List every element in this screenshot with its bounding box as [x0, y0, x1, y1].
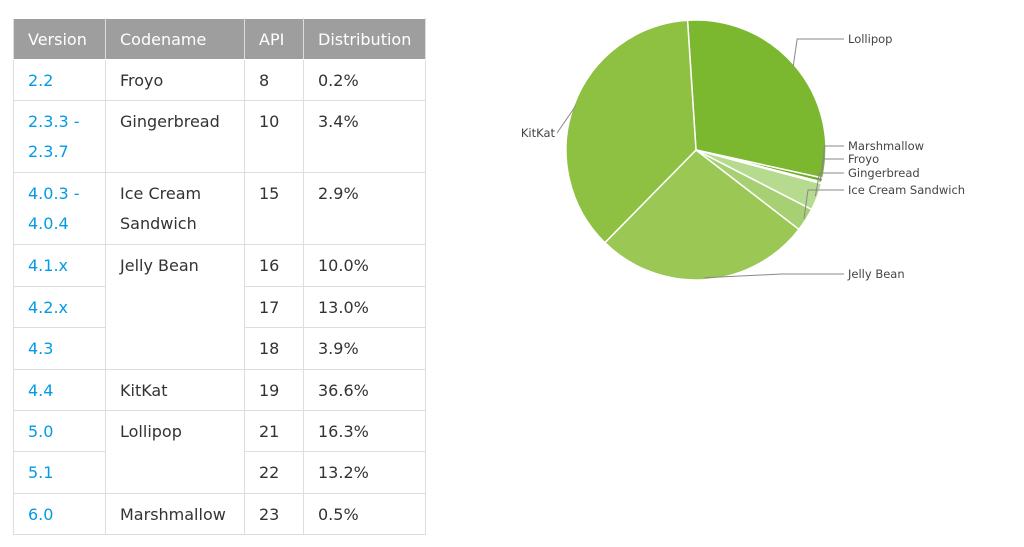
header-version: Version [13, 18, 106, 60]
table-body: 2.2 Froyo 8 0.2% 2.3.3 -2.3.7 Gingerbread 10 3.… [13, 58, 426, 536]
header-api: API [244, 18, 304, 60]
table-row: 4.1.x Jelly Bean 16 10.0% [13, 244, 426, 370]
version-link[interactable]: 4.0.3 -4.0.4 [13, 172, 106, 246]
version-link[interactable]: 4.3 [13, 327, 106, 370]
table-row: 6.0 Marshmallow 23 0.5% [13, 492, 426, 536]
version-link[interactable]: 2.2 [13, 58, 106, 102]
api-cell: 19 [244, 368, 304, 411]
leader-line [814, 172, 844, 197]
pie-label-jelly-bean: Jelly Bean [847, 267, 905, 281]
codename-cell: Froyo [105, 58, 245, 102]
version-link[interactable]: 6.0 [13, 492, 106, 536]
codename-cell: KitKat [105, 368, 245, 411]
table-row: 2.3.3 -2.3.7 Gingerbread 10 3.4% [13, 100, 426, 174]
pie-label-ice-cream-sandwich: Ice Cream Sandwich [848, 183, 965, 197]
header-codename: Codename [105, 18, 245, 60]
table-row: 5.0 Lollipop 21 16.3% [13, 409, 426, 494]
api-cell: 15 [244, 172, 304, 246]
version-link[interactable]: 4.4 [13, 368, 106, 411]
pie-label-lollipop: Lollipop [848, 32, 892, 46]
distribution-cell: 3.4% [303, 100, 426, 174]
distribution-cell: 0.2% [303, 58, 426, 102]
table-row: 2.2 Froyo 8 0.2% [13, 58, 426, 102]
codename-cell: Marshmallow [105, 492, 245, 536]
api-cell: 8 [244, 58, 304, 102]
leader-line [803, 189, 844, 219]
codename-cell: Gingerbread [105, 100, 245, 174]
api-cell: 23 [244, 492, 304, 536]
codename-cell: Ice Cream Sandwich [105, 172, 245, 246]
pie-slice-jelly-bean [603, 148, 800, 281]
codename-cell: Jelly Bean [105, 244, 245, 370]
api-cell: 22 [244, 451, 304, 494]
api-cell: 18 [244, 327, 304, 370]
pie-label-kitkat: KitKat [521, 126, 556, 140]
version-link[interactable]: 4.2.x [13, 285, 106, 329]
version-link[interactable]: 2.3.3 -2.3.7 [13, 100, 106, 174]
leader-line [792, 38, 844, 67]
distribution-cell: 2.9% [303, 172, 426, 246]
leader-line [704, 273, 844, 279]
api-cell: 17 [244, 285, 304, 329]
version-link[interactable]: 5.1 [13, 451, 106, 494]
version-link[interactable]: 5.0 [13, 409, 106, 453]
leader-line [819, 158, 844, 183]
distribution-cell: 13.0% [303, 285, 426, 329]
table-row: 4.0.3 -4.0.4 Ice Cream Sandwich 15 2.9% [13, 172, 426, 246]
pie-slice-kitkat [565, 19, 697, 244]
api-cell: 16 [244, 244, 304, 287]
version-link[interactable]: 4.1.x [13, 244, 106, 287]
table-row: 4.4 KitKat 19 36.6% [13, 368, 426, 411]
distribution-cell: 3.9% [303, 327, 426, 370]
pie-label-gingerbread: Gingerbread [848, 166, 920, 180]
distribution-cell: 16.3% [303, 409, 426, 453]
api-cell: 10 [244, 100, 304, 174]
pie-label-froyo: Froyo [848, 152, 879, 166]
distribution-cell: 36.6% [303, 368, 426, 411]
distribution-cell: 0.5% [303, 492, 426, 536]
api-cell: 21 [244, 409, 304, 453]
table-row: 4.3 18 3.9% [13, 327, 426, 370]
pie-label-marshmallow: Marshmallow [848, 139, 924, 153]
distribution-cell: 13.2% [303, 451, 426, 494]
pie-slice-lollipop [686, 19, 827, 179]
distribution-cell: 10.0% [303, 244, 426, 287]
codename-cell: Lollipop [105, 409, 245, 494]
header-distribution: Distribution [303, 18, 426, 60]
pie-slices [565, 19, 827, 281]
table-row: 4.2.x 17 13.0% [13, 285, 426, 329]
table-header-row: Version Codename API Distribution [13, 18, 426, 60]
table-row: 5.1 22 13.2% [13, 451, 426, 494]
distribution-table: Version Codename API Distribution 2.2 Fro… [13, 18, 426, 536]
leader-line [556, 105, 577, 134]
